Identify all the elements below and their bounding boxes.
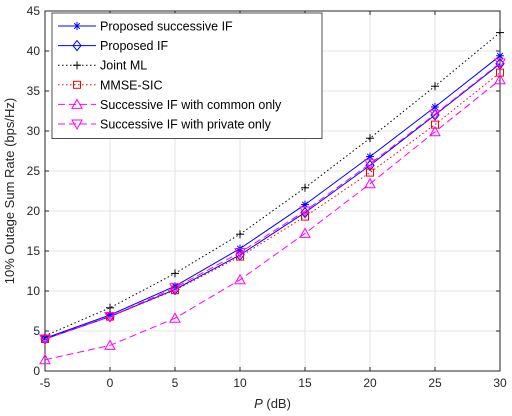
- legend-label: Proposed successive IF: [100, 20, 233, 34]
- marker-plus: [366, 134, 374, 143]
- marker-asterisk: [366, 152, 374, 161]
- x-axis-label: P (dB): [254, 396, 291, 411]
- legend-label: Proposed IF: [100, 39, 168, 53]
- marker-triangle-down: [299, 206, 311, 218]
- marker-triangle-down: [234, 248, 246, 259]
- x-tick-label: 30: [493, 376, 507, 390]
- marker-plus: [301, 183, 309, 192]
- x-axis-label-unit: (dB): [263, 396, 291, 411]
- x-tick-label: 15: [298, 376, 312, 390]
- legend-item: MMSE-SIC: [58, 78, 163, 92]
- marker-square: [301, 212, 309, 221]
- marker-triangle-down: [364, 159, 376, 170]
- plot-frame: [44, 10, 501, 372]
- legend-box: [51, 12, 323, 139]
- legend-item: Successive IF with common only: [58, 98, 282, 112]
- legend-item: Successive IF with private only: [58, 118, 272, 132]
- y-tick-label: 5: [33, 324, 40, 338]
- marker-triangle-down: [494, 58, 506, 70]
- marker-triangle-down: [71, 119, 83, 131]
- marker-square: [496, 68, 504, 77]
- y-tick-label: 45: [27, 4, 41, 18]
- marker-triangle-down: [39, 334, 51, 346]
- y-tick-label: 35: [27, 84, 41, 98]
- marker-triangle-down: [429, 109, 441, 121]
- series-line: [44, 32, 501, 337]
- x-tick-label: 5: [172, 376, 179, 390]
- marker-plus: [431, 82, 439, 91]
- legend-item: Proposed IF: [58, 39, 168, 53]
- marker-triangle-up: [39, 353, 51, 365]
- legend-label: Joint ML: [100, 59, 147, 73]
- marker-asterisk: [73, 22, 81, 30]
- marker-triangle-up: [364, 177, 376, 189]
- marker-triangle-down: [169, 283, 181, 294]
- legend-item: Proposed successive IF: [58, 20, 233, 34]
- x-tick-label: 10: [233, 376, 247, 390]
- legend: Proposed successive IF Proposed IF Joint M…: [51, 12, 323, 139]
- marker-triangle-up: [299, 227, 311, 238]
- series-line: [44, 79, 501, 361]
- marker-triangle-up: [169, 312, 181, 323]
- marker-triangle-up: [494, 73, 506, 85]
- marker-square: [73, 80, 81, 89]
- marker-plus: [106, 303, 114, 312]
- marker-plus: [171, 269, 179, 278]
- y-tick-label: 30: [27, 124, 41, 138]
- y-axis-label: 10% Outage Sum Rate (bps/Hz): [2, 98, 17, 284]
- x-tick-label: 0: [107, 376, 114, 390]
- marker-triangle-down: [104, 312, 116, 323]
- marker-plus: [496, 28, 504, 37]
- series-4: [39, 73, 506, 365]
- series-line: [44, 62, 501, 340]
- marker-triangle-up: [429, 125, 441, 137]
- y-tick-label: 10: [27, 284, 41, 298]
- series-line: [44, 55, 501, 339]
- series-layer: [39, 28, 506, 365]
- x-tick-label: -5: [40, 376, 51, 390]
- y-tick-label: 0: [33, 364, 40, 378]
- y-tick-label: 20: [27, 204, 41, 218]
- marker-plus: [73, 61, 81, 70]
- marker-triangle-up: [234, 273, 246, 285]
- y-tick-label: 40: [27, 44, 41, 58]
- legend-item: Joint ML: [58, 59, 147, 73]
- x-axis-label-var: P: [254, 396, 263, 411]
- x-tick-label: 25: [428, 376, 442, 390]
- series-5: [39, 58, 506, 346]
- legend-label: MMSE-SIC: [100, 78, 163, 92]
- marker-triangle-up: [104, 339, 116, 350]
- marker-square: [431, 120, 439, 129]
- marker-plus: [236, 230, 244, 239]
- y-tick-label: 15: [27, 244, 41, 258]
- marker-diamond: [72, 39, 82, 52]
- y-tick-label: 25: [27, 164, 41, 178]
- legend-label: Successive IF with common only: [100, 98, 282, 112]
- marker-asterisk: [431, 103, 439, 111]
- legend-label: Successive IF with private only: [100, 118, 272, 132]
- x-tick-label: 20: [363, 376, 377, 390]
- marker-triangle-up: [71, 98, 83, 109]
